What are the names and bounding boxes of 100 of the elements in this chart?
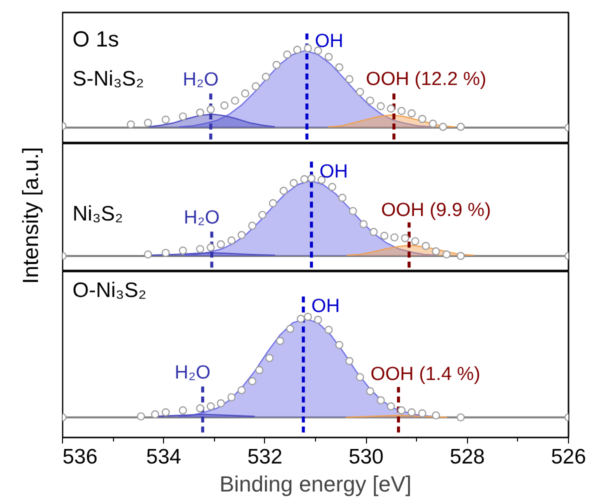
- x-tick-label: 536: [62, 446, 98, 468]
- point: [422, 242, 430, 250]
- point: [280, 186, 288, 195]
- point: [265, 354, 274, 362]
- ref-line-label: H₂O: [174, 362, 211, 384]
- point: [386, 402, 395, 410]
- point: [386, 104, 395, 113]
- point: [360, 220, 368, 228]
- point: [456, 413, 465, 422]
- point: [216, 240, 225, 248]
- point: [206, 105, 215, 114]
- ref-line-label: OOH (12.2 %): [366, 69, 486, 90]
- point: [178, 112, 187, 121]
- point: [230, 96, 240, 105]
- point: [248, 222, 256, 230]
- x-tick-label: 530: [348, 446, 384, 468]
- point: [248, 377, 256, 386]
- ref-line-label: H₂O: [184, 208, 220, 229]
- point: [432, 247, 440, 256]
- annotation: S-Ni₃S₂: [72, 68, 144, 91]
- point: [366, 387, 374, 396]
- text: O-Ni₃S₂: [72, 278, 146, 302]
- point: [418, 409, 426, 418]
- ref-line-label: OOH (9.9 %): [381, 200, 491, 221]
- point: [220, 101, 228, 110]
- point: [262, 72, 270, 81]
- point: [255, 366, 264, 374]
- point: [438, 122, 448, 131]
- point: [196, 108, 204, 117]
- point: [206, 402, 215, 410]
- point: [376, 396, 385, 404]
- y-axis-title: Intensity [a.u.]: [18, 147, 43, 284]
- point: [411, 237, 420, 246]
- point: [432, 411, 440, 420]
- point: [196, 244, 204, 254]
- point: [335, 340, 344, 349]
- point: [296, 314, 305, 323]
- point: [307, 174, 316, 182]
- x-tick-label: 534: [146, 446, 182, 468]
- point: [428, 120, 437, 128]
- point: [328, 182, 336, 191]
- point: [456, 122, 465, 131]
- point: [356, 88, 364, 96]
- point: [286, 324, 294, 333]
- point: [356, 373, 364, 382]
- point: [397, 406, 406, 414]
- point: [206, 243, 215, 252]
- point: [227, 236, 236, 245]
- point: [314, 46, 322, 55]
- point: [345, 75, 354, 84]
- point: [304, 44, 312, 52]
- annotation: O 1s: [72, 26, 119, 52]
- ref-line-label: OH: [319, 161, 348, 182]
- point: [272, 60, 281, 69]
- point: [238, 386, 246, 394]
- point: [216, 399, 225, 408]
- point: [283, 50, 292, 59]
- point: [338, 194, 346, 202]
- point: [227, 393, 236, 402]
- point: [238, 230, 246, 240]
- point: [408, 109, 416, 118]
- ref-line-label: OH: [311, 296, 340, 317]
- x-tick-label: 526: [550, 446, 586, 468]
- point: [335, 63, 344, 72]
- point: [268, 199, 278, 208]
- ref-line-label: H₂O: [182, 69, 219, 90]
- x-tick-label: 532: [247, 446, 282, 468]
- point: [258, 210, 266, 219]
- point: [376, 102, 385, 110]
- point: [144, 118, 152, 127]
- point: [162, 248, 170, 257]
- point: [380, 232, 388, 240]
- point: [408, 408, 416, 416]
- point: [144, 250, 152, 258]
- point: [442, 250, 451, 258]
- point: [151, 410, 160, 418]
- point: [401, 234, 410, 242]
- point: [293, 46, 302, 54]
- point: [276, 336, 284, 345]
- point: [456, 252, 465, 260]
- point: [324, 52, 333, 62]
- ref-line-label: OOH (1.4 %): [370, 364, 480, 386]
- point: [196, 404, 204, 412]
- point: [162, 408, 170, 416]
- point: [304, 312, 312, 321]
- point: [390, 233, 398, 242]
- x-tick-label: 528: [450, 446, 485, 468]
- point: [348, 206, 357, 216]
- x-axis-title: Binding energy [eV]: [219, 472, 412, 496]
- point: [324, 326, 333, 334]
- point: [178, 246, 187, 255]
- point: [345, 356, 354, 366]
- point: [290, 179, 298, 188]
- point: [241, 89, 250, 98]
- point: [136, 412, 145, 420]
- ref-line-label: OH: [314, 30, 344, 52]
- point: [418, 114, 426, 123]
- point: [162, 116, 170, 124]
- point: [397, 106, 406, 115]
- point: [126, 120, 135, 128]
